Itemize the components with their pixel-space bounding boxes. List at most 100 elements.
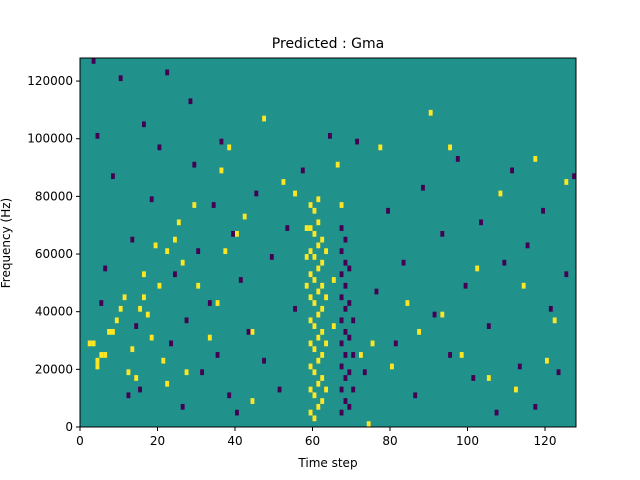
heatmap-cell-high bbox=[161, 357, 166, 364]
heatmap-cell-low bbox=[169, 340, 173, 347]
heatmap-cell-high bbox=[324, 340, 328, 347]
heatmap-cell-low bbox=[351, 317, 356, 324]
heatmap-cell-low bbox=[347, 300, 352, 306]
heatmap-cell-high bbox=[316, 265, 321, 272]
x-tick-label: 120 bbox=[534, 434, 557, 448]
heatmap-cell-low bbox=[227, 392, 232, 399]
heatmap-cell-low bbox=[355, 138, 359, 145]
x-tick-label: 0 bbox=[76, 434, 84, 448]
heatmap-cell-low bbox=[138, 386, 142, 393]
heatmap-cell-high bbox=[498, 190, 503, 197]
heatmap-cell-low bbox=[215, 352, 220, 358]
heatmap-cell-high bbox=[514, 386, 518, 393]
heatmap-cell-high bbox=[312, 254, 317, 260]
heatmap-cell-low bbox=[448, 352, 452, 358]
heatmap-cell-high bbox=[390, 363, 394, 370]
heatmap-cell-high bbox=[331, 323, 336, 329]
heatmap-cell-low bbox=[413, 392, 418, 399]
heatmap-cell-low bbox=[339, 294, 344, 301]
heatmap-cell-high bbox=[176, 219, 181, 226]
heatmap-cell-low bbox=[347, 369, 352, 376]
heatmap-cell-high bbox=[312, 300, 317, 306]
heatmap-cell-high bbox=[486, 375, 491, 381]
heatmap-cell-high bbox=[320, 236, 325, 243]
heatmap-cell-high bbox=[308, 409, 313, 416]
heatmap-cell-high bbox=[142, 271, 146, 278]
heatmap-cell-high bbox=[118, 305, 123, 312]
heatmap-cell-low bbox=[393, 340, 398, 347]
heatmap-cell-high bbox=[304, 254, 309, 260]
heatmap-cell-high bbox=[207, 334, 212, 341]
heatmap-cell-high bbox=[312, 207, 317, 214]
heatmap-cell-low bbox=[219, 138, 224, 145]
heatmap-cell-high bbox=[448, 144, 452, 151]
y-axis-label: Frequency (Hz) bbox=[0, 198, 13, 289]
heatmap-cell-low bbox=[343, 328, 348, 335]
heatmap-cell-low bbox=[231, 230, 235, 237]
y-tick-label: 20000 bbox=[35, 362, 73, 376]
heatmap-cell-high bbox=[320, 352, 325, 358]
heatmap-cell-high bbox=[99, 352, 104, 358]
heatmap-cell-high bbox=[428, 109, 433, 116]
heatmap-cell-high bbox=[545, 357, 549, 364]
heatmap-cell-high bbox=[215, 300, 220, 306]
heatmap-cell-low bbox=[328, 132, 332, 139]
heatmap-cell-low bbox=[401, 259, 406, 266]
heatmap-cell-high bbox=[308, 271, 313, 278]
heatmap-cell-low bbox=[149, 196, 154, 203]
heatmap-cell-high bbox=[405, 300, 410, 306]
heatmap-cell-high bbox=[459, 352, 464, 358]
heatmap-cell-high bbox=[324, 294, 328, 301]
heatmap-cell-low bbox=[207, 300, 212, 306]
heatmap-cell-low bbox=[343, 305, 348, 312]
heatmap-cell-high bbox=[312, 230, 317, 237]
heatmap-cell-high bbox=[304, 225, 309, 231]
heatmap-cell-low bbox=[126, 392, 131, 399]
heatmap-cell-high bbox=[134, 375, 139, 381]
heatmap-cell-low bbox=[200, 369, 204, 376]
heatmap-cell-low bbox=[262, 357, 266, 364]
heatmap-cell-low bbox=[293, 305, 297, 312]
heatmap-cell-high bbox=[281, 179, 286, 185]
heatmap-cell-low bbox=[285, 225, 290, 231]
heatmap-cell-low bbox=[165, 69, 170, 76]
heatmap-cell-high bbox=[378, 144, 383, 151]
heatmap-cell-high bbox=[304, 282, 309, 289]
heatmap-cell-low bbox=[343, 282, 348, 289]
heatmap-cell-low bbox=[339, 271, 344, 278]
heatmap-cell-high bbox=[165, 380, 170, 387]
heatmap-cell-high bbox=[308, 340, 313, 347]
heatmap-cell-low bbox=[180, 403, 185, 410]
heatmap-cell-high bbox=[320, 328, 325, 335]
heatmap-cell-low bbox=[339, 248, 344, 255]
heatmap-cell-high bbox=[293, 190, 297, 197]
heatmap-cell-high bbox=[122, 294, 127, 301]
x-tick-label: 20 bbox=[150, 434, 165, 448]
heatmap-cell-high bbox=[250, 328, 255, 335]
heatmap-cell-low bbox=[432, 311, 437, 318]
heatmap-cell-low bbox=[343, 398, 348, 404]
heatmap-cell-high bbox=[564, 179, 569, 185]
heatmap-cell-high bbox=[316, 334, 321, 341]
heatmap-cell-low bbox=[134, 323, 139, 329]
heatmap-cell-low bbox=[277, 386, 282, 393]
heatmap-cell-high bbox=[324, 386, 328, 393]
heatmap-cell-high bbox=[153, 242, 158, 249]
heatmap-cell-high bbox=[114, 317, 119, 324]
heatmap-cell-low bbox=[196, 248, 201, 255]
heatmap-cell-low bbox=[479, 219, 483, 226]
heatmap-cell-high bbox=[184, 369, 189, 376]
heatmap-cell-high bbox=[316, 196, 321, 203]
heatmap-cell-low bbox=[173, 271, 177, 278]
heatmap-cell-high bbox=[95, 363, 100, 370]
x-tick-label: 80 bbox=[382, 434, 397, 448]
heatmap-cell-low bbox=[339, 340, 344, 347]
heatmap-cell-high bbox=[316, 242, 321, 249]
heatmap-cell-high bbox=[316, 288, 321, 295]
heatmap-cell-low bbox=[142, 121, 146, 128]
heatmap-cell-high bbox=[130, 346, 135, 353]
heatmap-cell-high bbox=[316, 380, 321, 387]
heatmap-cell-high bbox=[196, 282, 201, 289]
heatmap-cell-low bbox=[548, 305, 553, 312]
x-tick-label: 60 bbox=[305, 434, 320, 448]
